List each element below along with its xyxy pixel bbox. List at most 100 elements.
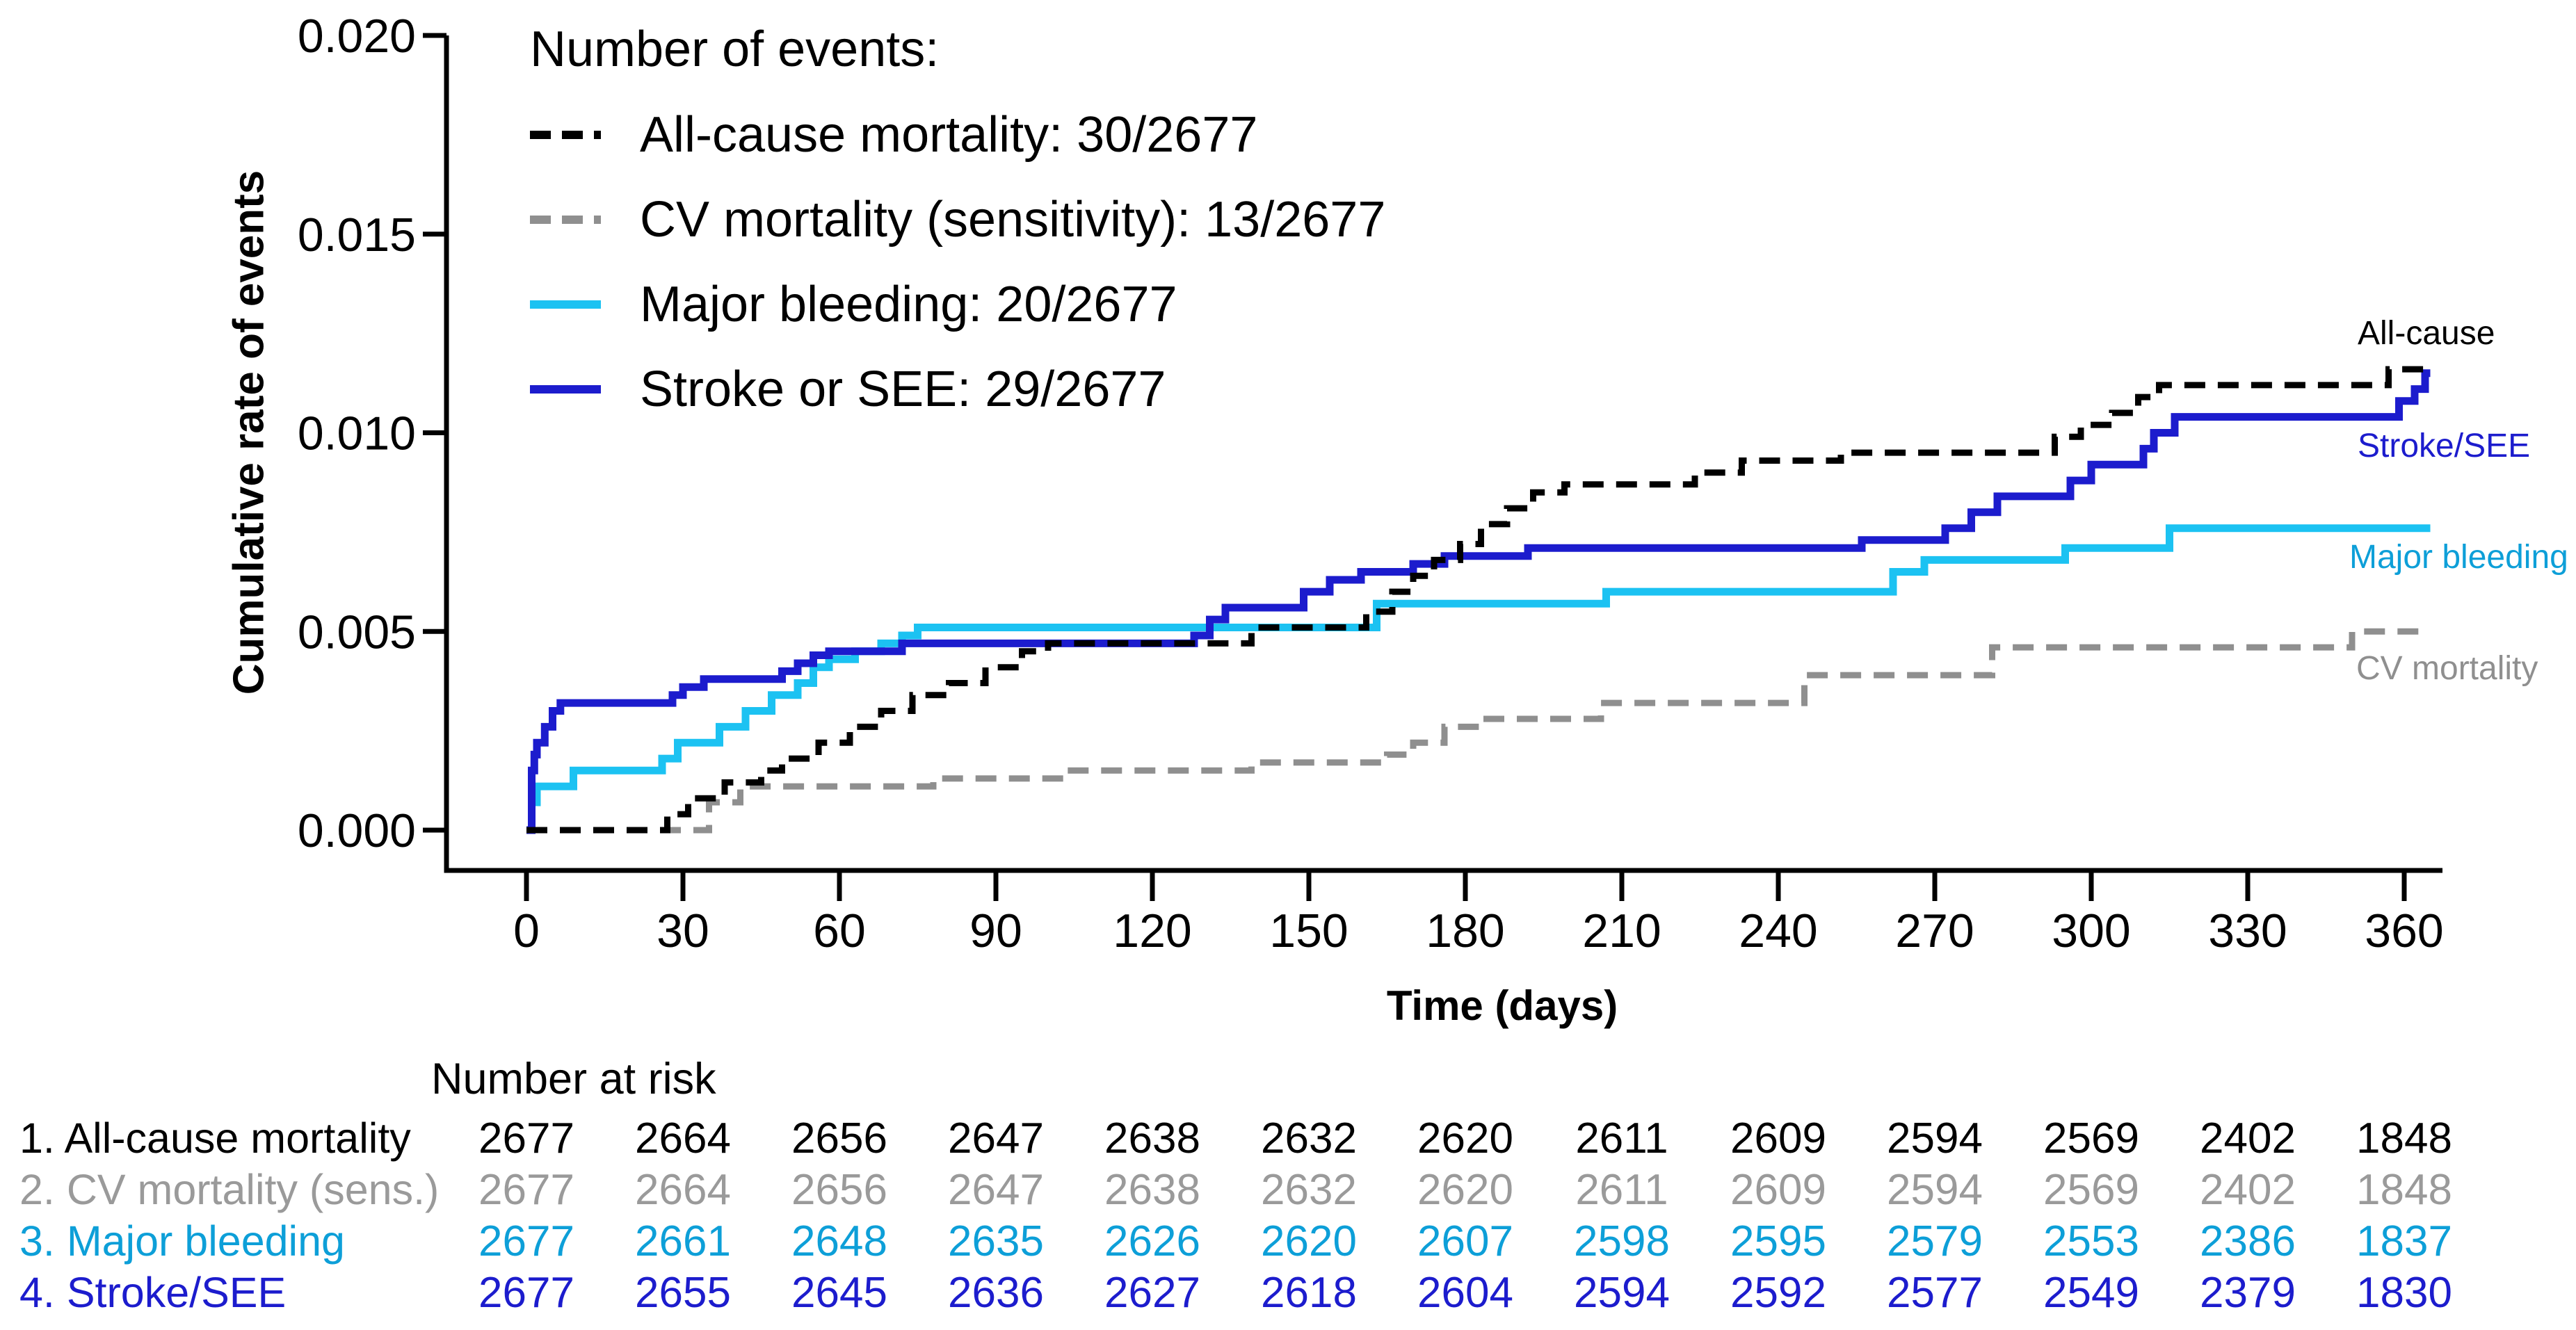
- x-tick-label: 240: [1739, 905, 1817, 957]
- curve-major-bleeding: [526, 524, 2431, 834]
- risk-value: 2594: [1887, 1166, 1983, 1214]
- x-tick-label: 90: [969, 905, 1022, 957]
- risk-value: 2402: [2200, 1166, 2296, 1214]
- legend-solid-line-swatch: [530, 300, 601, 309]
- x-tick-label: 270: [1895, 905, 1974, 957]
- x-axis-title: Time (days): [1386, 982, 1618, 1029]
- risk-value: 2656: [791, 1166, 887, 1214]
- risk-value: 2655: [635, 1269, 731, 1317]
- risk-value: 2569: [2043, 1114, 2139, 1162]
- curve-all-cause-mortality: [526, 366, 2431, 834]
- curve-label-stroke-see: Stroke/SEE: [2358, 428, 2531, 464]
- risk-value: 1848: [2356, 1166, 2452, 1214]
- risk-value: 2579: [1887, 1217, 1983, 1265]
- legend-dashed-line-swatch: [530, 131, 601, 139]
- x-tick-label: 360: [2365, 905, 2443, 957]
- legend-entry: CV mortality (sensitivity): 13/2677: [530, 192, 1385, 248]
- risk-table-row: 1. All-cause mortality 2677 2664 2656 2647 26…: [0, 1114, 2576, 1162]
- legend-entry: Major bleeding: 20/2677: [530, 277, 1385, 332]
- risk-value: 2638: [1104, 1114, 1200, 1162]
- x-tick-label: 0: [513, 905, 540, 957]
- risk-table-row: 3. Major bleeding 2677 2661 2648 2635 2626 262…: [0, 1217, 2576, 1265]
- risk-value: 2635: [948, 1217, 1044, 1265]
- risk-value: 2402: [2200, 1114, 2296, 1162]
- risk-value: 2595: [1730, 1217, 1826, 1265]
- legend-entry-label: Major bleeding: 20/2677: [640, 277, 1177, 332]
- risk-value: 2656: [791, 1114, 887, 1162]
- curve-label-major-bleeding: Major bleeding: [2349, 539, 2568, 576]
- legend-entry-label: CV mortality (sensitivity): 13/2677: [640, 192, 1386, 248]
- y-tick-label: 0.015: [298, 209, 416, 261]
- risk-value: 2627: [1104, 1269, 1200, 1317]
- risk-value: 1830: [2356, 1269, 2452, 1317]
- risk-value: 2620: [1417, 1166, 1513, 1214]
- risk-row-label: 1. All-cause mortality: [19, 1114, 411, 1162]
- risk-value: 1848: [2356, 1114, 2452, 1162]
- risk-value: 2549: [2043, 1269, 2139, 1317]
- legend-entry: All-cause mortality: 30/2677: [530, 107, 1385, 163]
- risk-value: 2569: [2043, 1166, 2139, 1214]
- risk-value: 2632: [1261, 1166, 1357, 1214]
- risk-row-label: 4. Stroke/SEE: [19, 1269, 287, 1316]
- y-tick-label: 0.000: [298, 804, 416, 857]
- risk-value: 2620: [1417, 1114, 1513, 1162]
- legend-title: Number of events:: [530, 22, 940, 77]
- x-tick-label: 180: [1426, 905, 1504, 957]
- risk-value: 2386: [2200, 1217, 2296, 1265]
- risk-value: 2379: [2200, 1269, 2296, 1317]
- x-tick-label: 210: [1582, 905, 1661, 957]
- legend-entry-label: Stroke or SEE: 29/2677: [640, 362, 1166, 417]
- risk-value: 2594: [1574, 1269, 1670, 1317]
- risk-value: 2677: [478, 1217, 574, 1265]
- risk-value: 1837: [2356, 1217, 2452, 1265]
- risk-value: 2611: [1575, 1114, 1668, 1162]
- x-tick-label: 300: [2052, 905, 2130, 957]
- y-axis-title: Cumulative rate of events: [225, 170, 273, 695]
- risk-value: 2664: [635, 1166, 731, 1214]
- risk-value: 2620: [1261, 1217, 1357, 1265]
- curve-cv-mortality-sensitivity-: [526, 628, 2431, 834]
- legend-entries: All-cause mortality: 30/2677 CV mortality…: [530, 107, 1385, 417]
- x-tick-label: 120: [1113, 905, 1191, 957]
- y-tick-label: 0.005: [298, 606, 416, 658]
- legend: Number of events: All-cause mortality: 3…: [530, 21, 1385, 417]
- risk-value: 2626: [1104, 1217, 1200, 1265]
- risk-value: 2677: [478, 1114, 574, 1162]
- risk-value: 2611: [1575, 1166, 1668, 1214]
- risk-value: 2618: [1261, 1269, 1357, 1317]
- y-tick-label: 0.020: [298, 10, 416, 63]
- risk-table-row: 4. Stroke/SEE 2677 2655 2645 2636 2627 2618 260…: [0, 1268, 2576, 1317]
- risk-value: 2664: [635, 1114, 731, 1162]
- risk-value: 2604: [1417, 1269, 1513, 1317]
- risk-value: 2594: [1887, 1114, 1983, 1162]
- legend-solid-line-swatch: [530, 385, 601, 394]
- risk-value: 2609: [1730, 1114, 1826, 1162]
- risk-value: 2648: [791, 1217, 887, 1265]
- risk-value: 2638: [1104, 1166, 1200, 1214]
- risk-value: 2592: [1730, 1269, 1826, 1317]
- risk-value: 2661: [635, 1217, 731, 1265]
- x-tick-label: 60: [813, 905, 866, 957]
- x-tick-label: 330: [2208, 905, 2287, 957]
- risk-table-header: Number at risk: [431, 1055, 716, 1103]
- risk-row-label: 2. CV mortality (sens.): [19, 1166, 440, 1213]
- risk-value: 2607: [1417, 1217, 1513, 1265]
- risk-value: 2647: [948, 1166, 1044, 1214]
- risk-value: 2677: [478, 1269, 574, 1317]
- risk-value: 2598: [1574, 1217, 1670, 1265]
- x-tick-label: 30: [657, 905, 709, 957]
- risk-value: 2636: [948, 1269, 1044, 1317]
- y-tick-label: 0.010: [298, 407, 416, 460]
- risk-value: 2609: [1730, 1166, 1826, 1214]
- risk-value: 2645: [791, 1269, 887, 1317]
- risk-table-row: 2. CV mortality (sens.) 2677 2664 2656 2647 2…: [0, 1165, 2576, 1214]
- risk-row-label: 3. Major bleeding: [19, 1217, 345, 1265]
- curve-stroke-or-see: [526, 369, 2431, 834]
- legend-entry: Stroke or SEE: 29/2677: [530, 362, 1385, 417]
- x-tick-label: 150: [1269, 905, 1348, 957]
- risk-value: 2677: [478, 1166, 574, 1214]
- risk-value: 2632: [1261, 1114, 1357, 1162]
- curve-label-all-cause: All-cause: [2358, 315, 2495, 352]
